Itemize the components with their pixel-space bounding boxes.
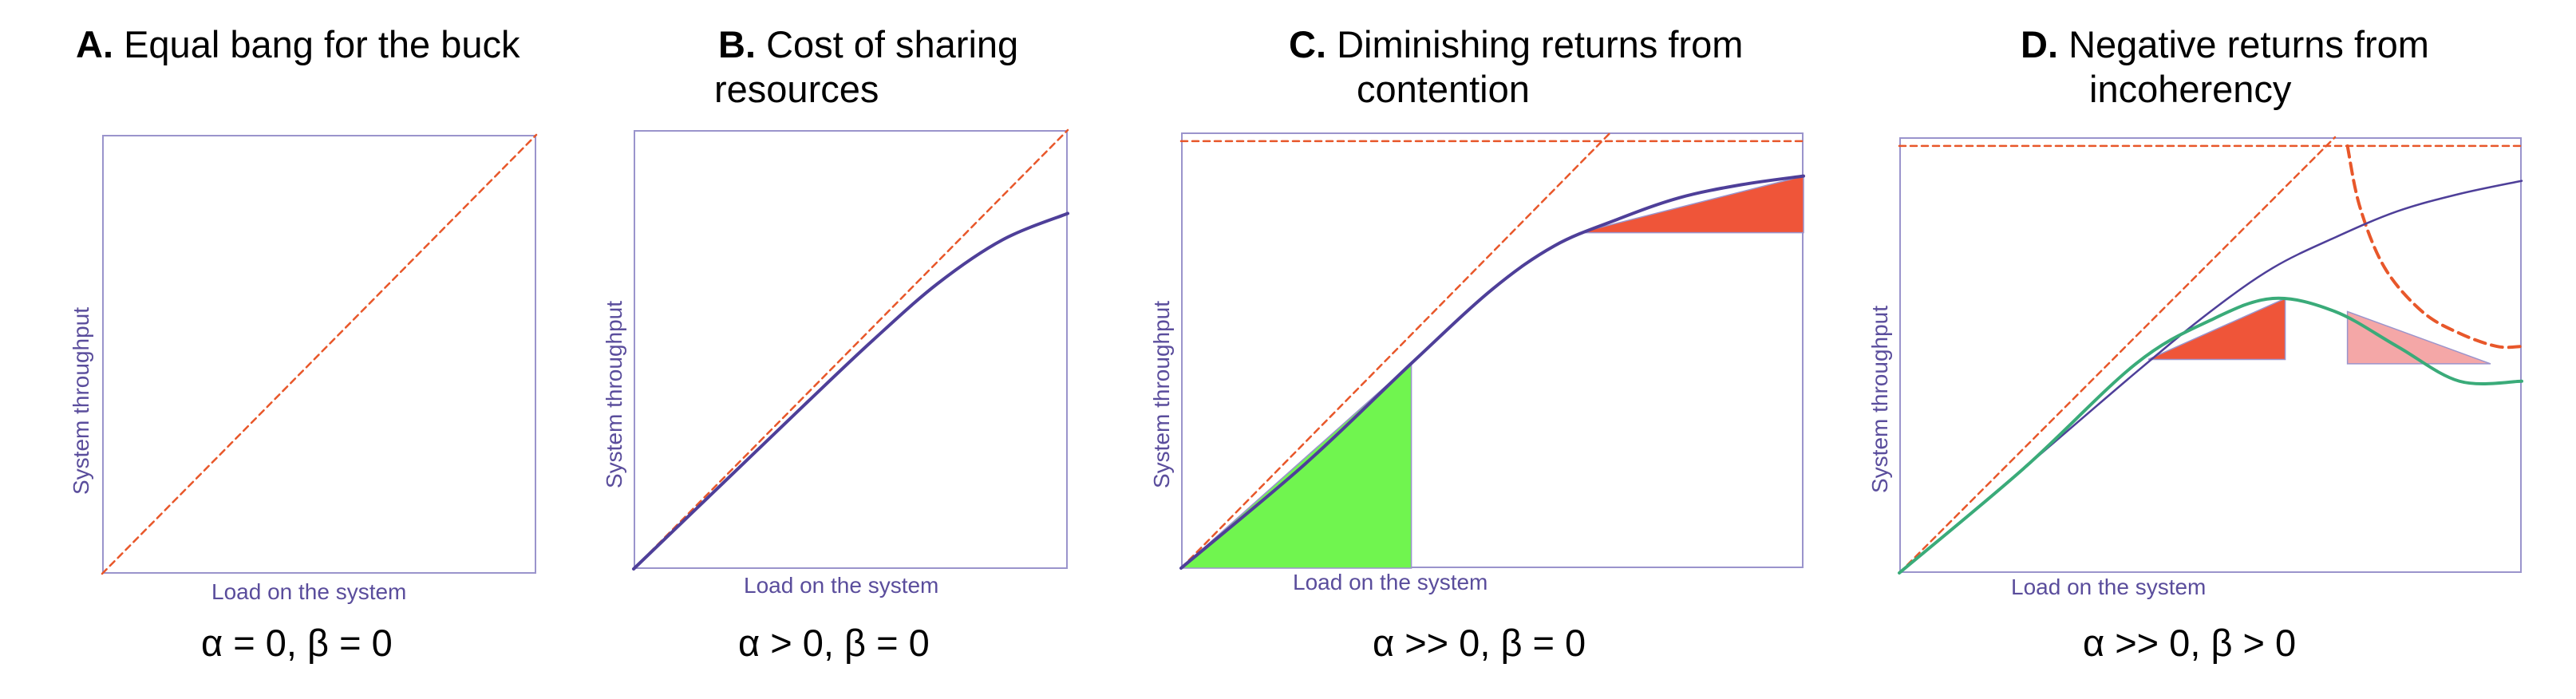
panel-c-plot	[1179, 131, 1805, 570]
panel-c-area-3	[1179, 361, 1412, 569]
panel-c-series-2	[1179, 174, 1805, 570]
panel-b-series-0	[632, 128, 1069, 571]
panel-c-plot-frame	[1181, 132, 1804, 568]
panel-d-plot-frame	[1899, 137, 2522, 573]
panel-b-xlabel: Load on the system	[744, 573, 939, 598]
panel-c-title-line-2: contention	[1357, 68, 1530, 110]
panel-a-title-line-1: Equal bang for the buck	[124, 23, 520, 65]
panel-d-series-2	[2345, 144, 2523, 350]
panel-a-title: A. Equal bang for the buck	[76, 22, 520, 67]
panel-b-title: B. Cost of sharing	[718, 22, 1018, 67]
panel-b-title-line-1: Cost of sharing	[766, 23, 1019, 65]
panel-d-series-3	[1898, 180, 2523, 575]
panel-d-title-line-1: Negative returns from	[2068, 23, 2429, 65]
panel-b-title-letter: B.	[718, 23, 756, 65]
panel-d-title-letter: D.	[2021, 23, 2058, 65]
panel-a-series-0	[101, 133, 538, 575]
panel-c-series-0	[1179, 131, 1612, 570]
panel-a-plot-frame	[102, 135, 536, 574]
panel-a-plot	[101, 133, 538, 575]
panel-d-title-line-2: incoherency	[2089, 68, 2292, 110]
panel-c: C. Diminishing returns from contention S…	[1149, 22, 1805, 664]
panel-c-title-line-1: Diminishing returns from	[1337, 23, 1744, 65]
panel-c-title: C. Diminishing returns from	[1289, 22, 1743, 67]
panel-d-ylabel: System throughput	[1867, 305, 1892, 493]
panel-a-title-letter: A.	[76, 23, 113, 65]
panel-d-series-4	[1898, 296, 2523, 575]
panel-d-title-line-2-wrap: incoherency	[2089, 67, 2291, 112]
panel-d-title: D. Negative returns from	[2021, 22, 2429, 67]
panel-b: B. Cost of sharing resources System thro…	[0, 0, 1117, 699]
panel-b-plot-frame	[634, 130, 1068, 569]
panel-d-area-6	[2346, 310, 2491, 365]
panel-a-params: α = 0, β = 0	[201, 622, 393, 664]
panel-b-title-line-2: resources	[714, 68, 879, 110]
panel-b-params: α > 0, β = 0	[738, 622, 930, 664]
panel-b-series-1	[632, 211, 1069, 571]
panel-d-xlabel: Load on the system	[2011, 575, 2207, 599]
panel-a-xlabel: Load on the system	[211, 579, 407, 604]
panel-d-params: α >> 0, β > 0	[2083, 622, 2297, 664]
panel-d-area-5	[2147, 297, 2286, 361]
panel-c-params: α >> 0, β = 0	[1373, 622, 1586, 664]
panel-b-title-line-2-wrap: resources	[714, 67, 879, 112]
panel-d-series-0	[1898, 136, 2337, 575]
panel-c-area-4	[1579, 175, 1804, 234]
panel-d-plot	[1898, 136, 2523, 575]
panel-c-title-letter: C.	[1289, 23, 1326, 65]
panel-c-xlabel: Load on the system	[1293, 570, 1488, 594]
panel-c-title-line-2-wrap: contention	[1357, 67, 1530, 112]
panel-a: A. Equal bang for the buck System throug…	[0, 0, 622, 699]
panel-b-plot	[632, 128, 1069, 571]
